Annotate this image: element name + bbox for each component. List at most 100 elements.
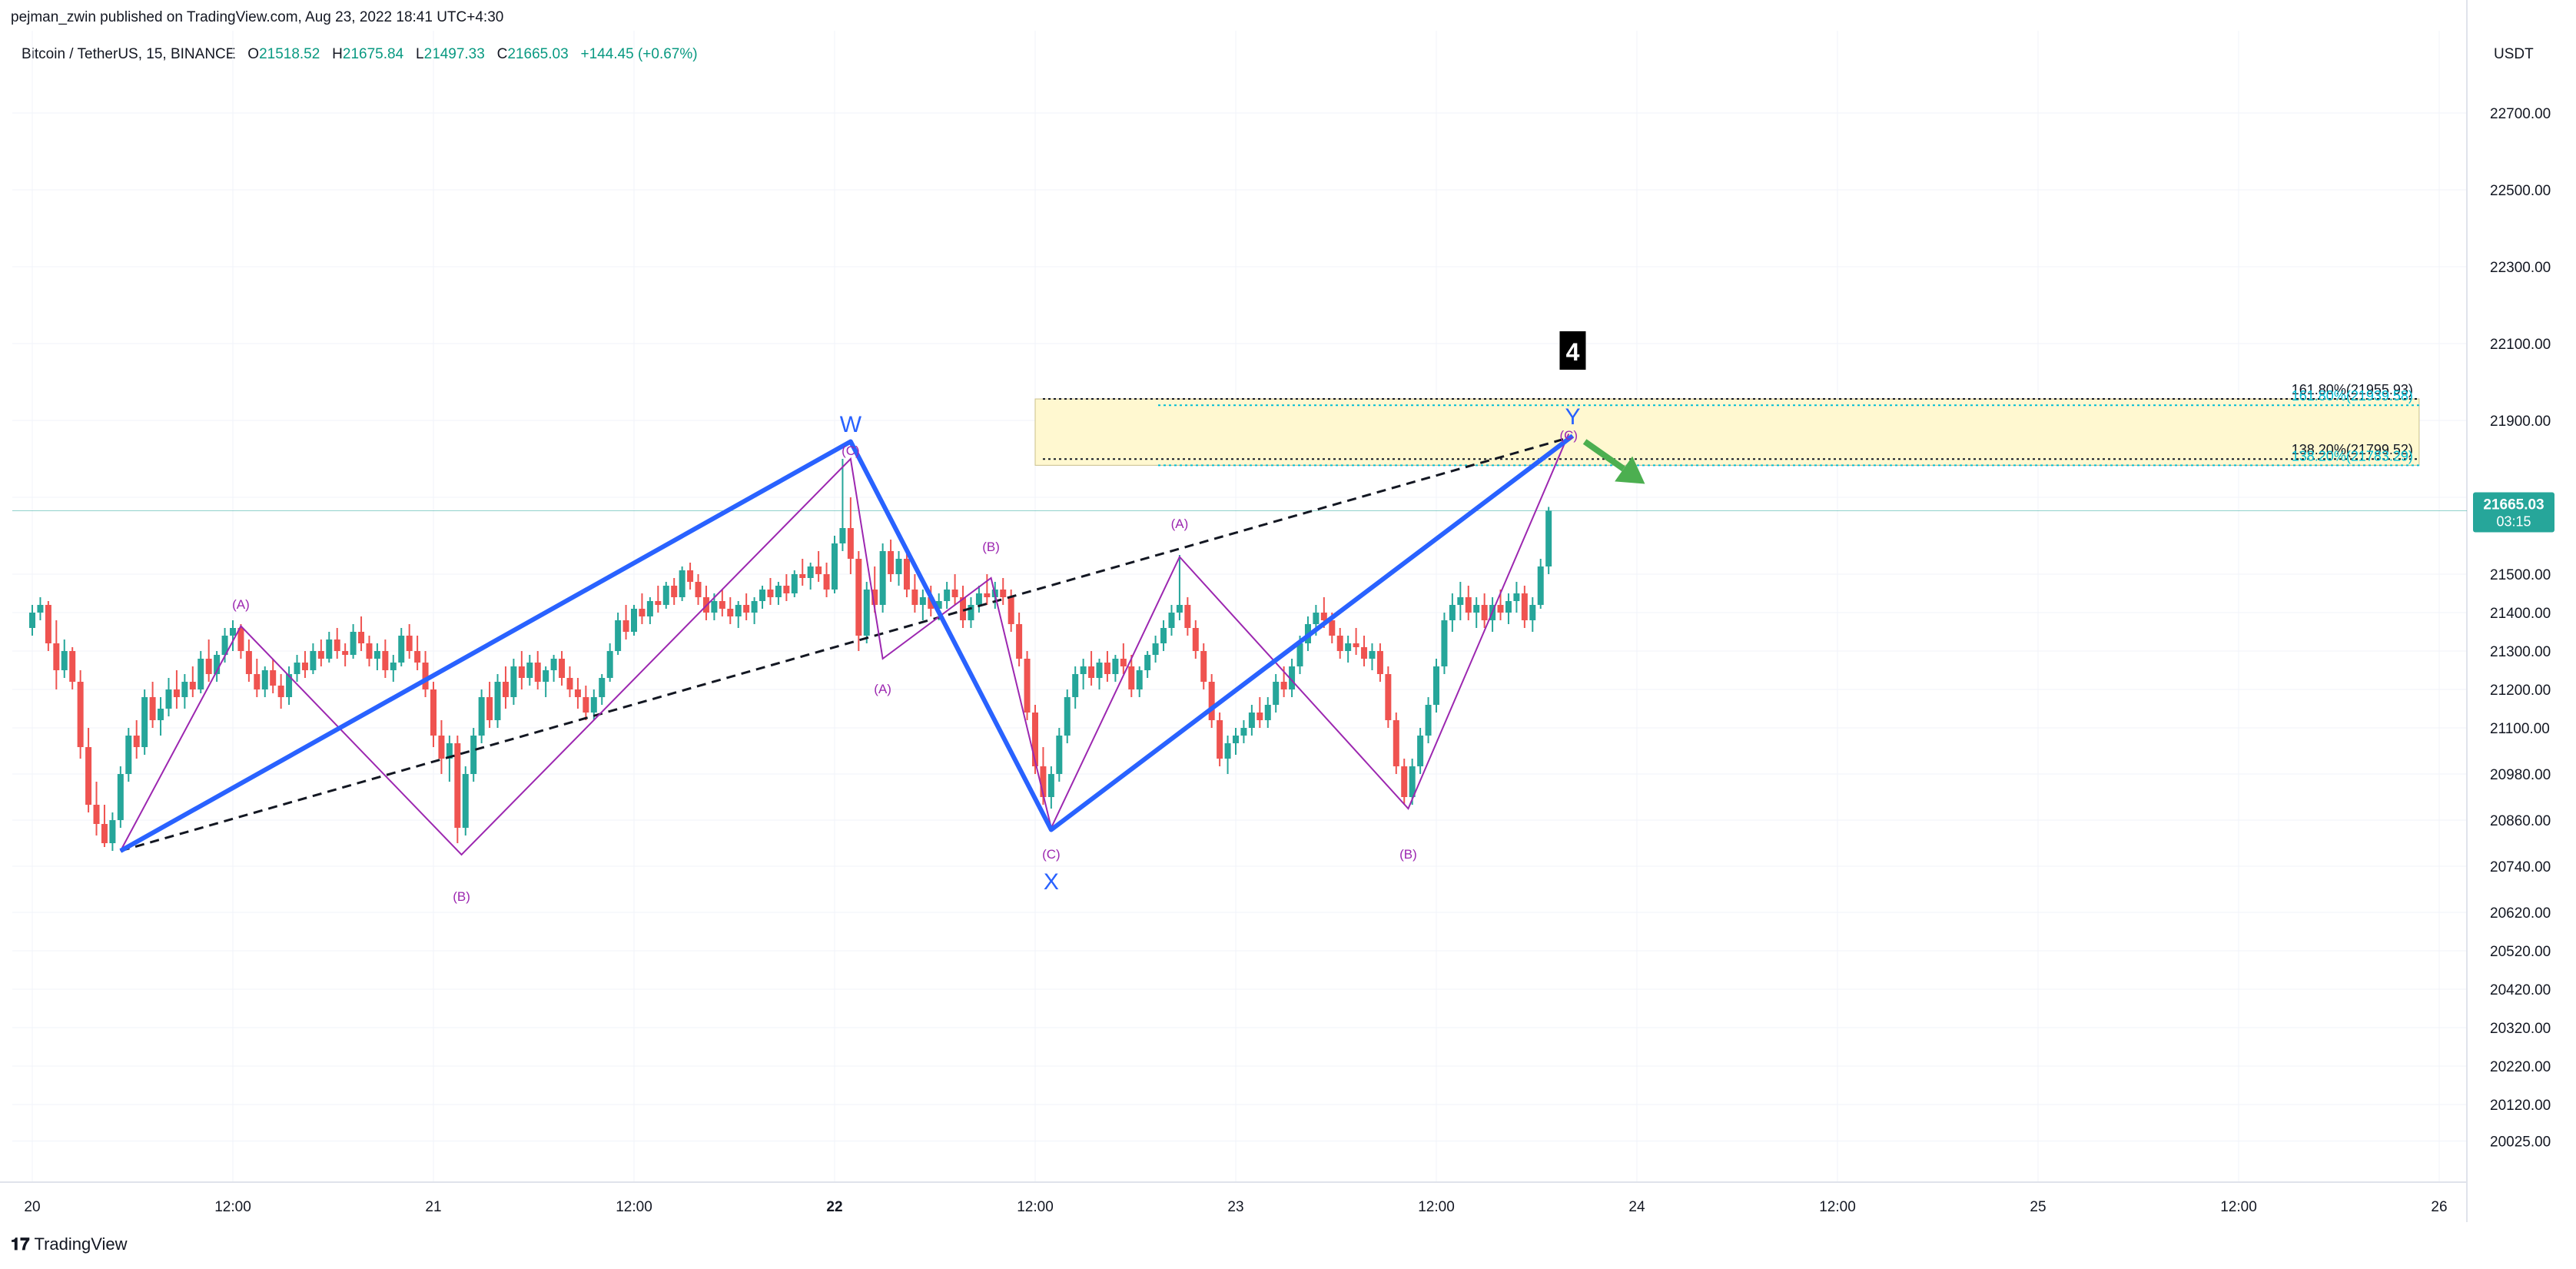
symbol-legend: Bitcoin / TetherUS, 15, BINANCE O21518.5… (22, 46, 698, 63)
candle-down (189, 682, 196, 689)
candle-down (454, 743, 461, 828)
candle-down (1336, 636, 1343, 651)
time-tick-label: 12:00 (214, 1199, 251, 1215)
candle-up (1369, 651, 1376, 659)
candle-up (326, 639, 333, 659)
time-tick-label: 22 (826, 1199, 842, 1215)
candle-up (310, 651, 317, 670)
candle-down (1040, 766, 1047, 797)
open-label: O (247, 46, 260, 62)
candle-down (438, 736, 445, 759)
candle-down (406, 636, 413, 651)
candle-down (1280, 682, 1287, 689)
candle-down (823, 574, 830, 590)
candle-down (237, 628, 244, 651)
candle-up (662, 586, 669, 605)
candle-up (470, 736, 477, 774)
candle-down (903, 559, 910, 590)
candle-down (1192, 628, 1199, 651)
candle-down (334, 639, 340, 651)
candle-down (888, 551, 895, 574)
projection-arrow-head[interactable] (1615, 456, 1645, 484)
candle-down (695, 582, 702, 597)
candle-up (944, 590, 951, 601)
price-tick-label: 20220.00 (2490, 1059, 2551, 1075)
price-tick-label: 20120.00 (2490, 1098, 2551, 1114)
candle-down (149, 697, 156, 720)
candle-up (446, 743, 453, 759)
footer-brand[interactable]: 𝟏𝟕 TradingView (11, 1234, 128, 1254)
candle-down (1032, 713, 1038, 766)
price-tick-label: 20025.00 (2490, 1134, 2551, 1151)
candle-up (919, 597, 926, 605)
candle-down (502, 682, 509, 697)
candle-down (574, 689, 581, 697)
price-tick-label: 22100.00 (2490, 337, 2551, 353)
candle-up (791, 574, 798, 593)
candle-down (534, 663, 541, 682)
price-tick-label: 20520.00 (2490, 944, 2551, 960)
candle-down (1024, 659, 1031, 713)
candle-down (622, 620, 629, 632)
candle-up (478, 697, 485, 736)
candle-up (1224, 743, 1231, 759)
last-price-label: 21665.03 (2483, 497, 2544, 513)
candle-down (45, 605, 51, 643)
candle-down (1000, 590, 1007, 597)
candle-up (158, 709, 164, 720)
candle-up (526, 663, 533, 678)
candle-up (494, 682, 501, 720)
candle-up (109, 820, 116, 843)
close-label: C (496, 46, 508, 62)
fib-level-label: 161.80%(21939.58) (2292, 388, 2413, 404)
candle-down (559, 659, 566, 678)
trend-channel-line[interactable] (120, 437, 1569, 852)
candle-up (1433, 666, 1439, 705)
candle-down (53, 643, 60, 670)
price-tick-label: 20620.00 (2490, 905, 2551, 922)
price-tick-label: 22700.00 (2490, 106, 2551, 122)
price-tick-label: 20860.00 (2490, 813, 2551, 829)
candle-down (815, 566, 822, 574)
candle-up (550, 659, 557, 670)
candle-down (173, 689, 180, 697)
minor-wave-label: (B) (982, 540, 1000, 554)
minor-wave-path[interactable] (119, 434, 1570, 856)
candle-up (1136, 670, 1143, 689)
candle-up (294, 663, 300, 674)
candle-up (37, 605, 44, 613)
candle-up (711, 601, 718, 613)
candle-up (615, 620, 622, 651)
candle-up (759, 590, 766, 601)
candle-up (398, 636, 405, 663)
candle-down (254, 674, 261, 689)
candle-down (1353, 643, 1359, 647)
price-tick-label: 21500.00 (2490, 567, 2551, 583)
candle-up (895, 559, 902, 574)
candle-up (1273, 682, 1280, 705)
candle-up (1289, 666, 1296, 689)
last-price-tag (2473, 492, 2554, 533)
projection-arrow-shaft[interactable] (1582, 439, 1625, 472)
time-tick-label: 12:00 (1819, 1199, 1856, 1215)
candle-down (1465, 597, 1472, 613)
change-value: +144.45 (+0.67%) (580, 46, 698, 62)
low-value: 21497.33 (423, 46, 485, 62)
candle-up (935, 601, 942, 609)
close-value: 21665.03 (507, 46, 569, 62)
candle-down (799, 574, 806, 578)
candle-down (1120, 659, 1127, 666)
target-zone[interactable] (1034, 398, 2420, 466)
candle-down (847, 528, 854, 559)
candle-up (1080, 666, 1087, 674)
candle-down (69, 651, 76, 682)
candle-up (1417, 736, 1424, 766)
candle-up (350, 632, 357, 655)
minor-wave-label: (A) (232, 597, 250, 612)
low-label: L (415, 46, 424, 62)
major-wave-path[interactable] (119, 434, 1575, 853)
candle-down (783, 586, 790, 593)
candle-up (1233, 736, 1239, 743)
candle-up (543, 670, 549, 682)
